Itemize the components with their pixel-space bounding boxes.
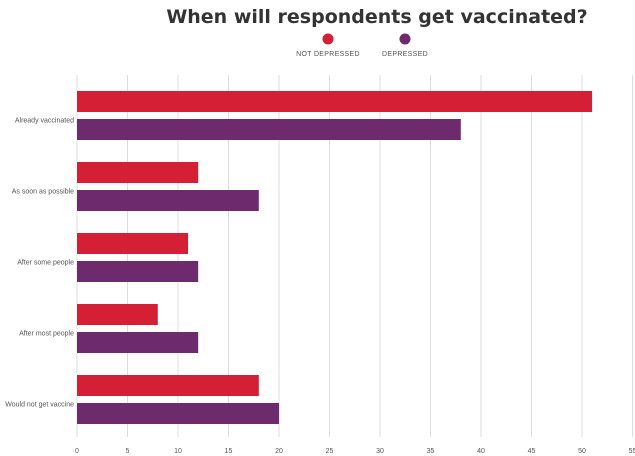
- legend: NOT DEPRESSED DEPRESSED: [296, 33, 428, 59]
- category-label-already-vaccinated: Already vaccinated: [15, 118, 74, 125]
- category-label-would-not-get-vaccine: Would not get vaccine: [5, 402, 74, 409]
- legend-label-not-depressed: NOT DEPRESSED: [296, 51, 360, 58]
- bar-not-depressed-would-not-get-vaccine[interactable]: [77, 375, 259, 396]
- legend-item-not-depressed[interactable]: NOT DEPRESSED: [296, 33, 360, 59]
- legend-swatch-depressed: [399, 33, 411, 45]
- bar-depressed-already-vaccinated[interactable]: [77, 119, 461, 140]
- category-label-after-some-people: After some people: [17, 260, 74, 267]
- x-tick-label-40: 40: [477, 448, 485, 455]
- x-tick-label-20: 20: [275, 448, 283, 455]
- legend-item-depressed[interactable]: DEPRESSED: [382, 33, 428, 59]
- legend-swatch-not-depressed: [322, 33, 334, 45]
- x-tick-label-50: 50: [578, 448, 586, 455]
- x-tick-label-35: 35: [427, 448, 435, 455]
- bar-depressed-would-not-get-vaccine[interactable]: [77, 403, 279, 424]
- bar-not-depressed-already-vaccinated[interactable]: [77, 91, 593, 112]
- bar-not-depressed-after-most-people[interactable]: [77, 304, 158, 325]
- chart-title: When will respondents get vaccinated?: [166, 6, 587, 28]
- x-tick-label-55: 55: [629, 448, 635, 455]
- x-tick-label-25: 25: [326, 448, 334, 455]
- x-tick-label-10: 10: [174, 448, 182, 455]
- legend-label-depressed: DEPRESSED: [382, 51, 428, 58]
- category-label-after-most-people: After most people: [19, 331, 74, 338]
- category-label-as-soon-as-possible: As soon as possible: [12, 189, 74, 196]
- bar-not-depressed-as-soon-as-possible[interactable]: [77, 162, 199, 183]
- bar-depressed-after-some-people[interactable]: [77, 261, 199, 282]
- x-tick-label-15: 15: [225, 448, 233, 455]
- x-axis-tick-labels: 0 5 10 15 20 25 30 35 40 45 50 55: [75, 448, 635, 455]
- bar-not-depressed-after-some-people[interactable]: [77, 233, 189, 254]
- bars: [77, 91, 593, 424]
- x-tick-label-30: 30: [376, 448, 384, 455]
- bar-depressed-as-soon-as-possible[interactable]: [77, 190, 259, 211]
- category-labels: Already vaccinated As soon as possible Aft…: [5, 118, 74, 409]
- x-tick-label-5: 5: [126, 448, 130, 455]
- bar-depressed-after-most-people[interactable]: [77, 332, 199, 353]
- x-tick-label-0: 0: [75, 448, 79, 455]
- x-tick-label-45: 45: [528, 448, 536, 455]
